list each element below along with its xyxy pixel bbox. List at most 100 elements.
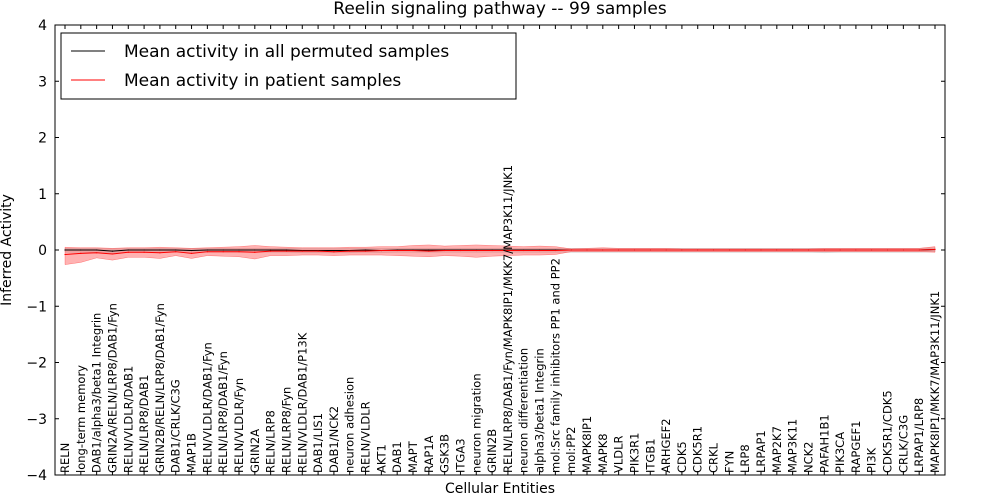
legend-box bbox=[60, 32, 517, 100]
x-axis: RELN long-term memory DAB1/alpha3/beta1 In… bbox=[58, 25, 942, 475]
x-tick-label: GSK3B bbox=[438, 434, 452, 473]
data-point bbox=[681, 249, 683, 251]
data-point bbox=[80, 249, 82, 251]
data-point bbox=[190, 249, 193, 252]
data-point bbox=[301, 250, 303, 252]
x-tick-label: MAP2K7 bbox=[770, 426, 784, 473]
x-tick-label: LRP8 bbox=[738, 444, 752, 473]
data-point bbox=[80, 252, 82, 254]
data-point bbox=[159, 252, 161, 254]
x-tick-label: PIK3CA bbox=[833, 432, 847, 473]
y-tick-label: 1 bbox=[38, 187, 47, 203]
x-tick-label: CDK5 bbox=[675, 441, 689, 473]
data-point bbox=[349, 250, 351, 252]
x-tick-label: LRPAP1 bbox=[754, 430, 768, 473]
data-point bbox=[222, 249, 224, 251]
data-point bbox=[886, 249, 889, 251]
data-point bbox=[143, 249, 145, 251]
data-point bbox=[285, 249, 288, 251]
x-tick-label: mol:PP2 bbox=[564, 427, 578, 474]
data-point bbox=[602, 249, 604, 251]
x-tick-label: MAP1B bbox=[185, 433, 199, 473]
x-tick-label: RAPGEF1 bbox=[849, 421, 863, 473]
x-tick-label: FYN bbox=[722, 451, 736, 473]
data-point bbox=[380, 249, 382, 252]
data-point bbox=[96, 252, 98, 254]
x-tick-label: alpha3/beta1 Integrin bbox=[533, 348, 547, 473]
data-point bbox=[159, 249, 161, 251]
data-point bbox=[823, 249, 825, 251]
y-axis-label: Inferred Activity bbox=[0, 194, 15, 306]
x-tick-label: neuron adhesion bbox=[343, 377, 357, 473]
data-point bbox=[507, 249, 509, 252]
data-point bbox=[697, 249, 699, 251]
x-axis-label: Cellular Entities bbox=[445, 481, 555, 497]
data-point bbox=[238, 249, 240, 251]
x-tick-label: MAPT bbox=[406, 440, 420, 473]
x-tick-label: RELN/VLDLR/DAB1/P13K bbox=[295, 332, 309, 473]
x-tick-label: long-term memory bbox=[74, 365, 88, 473]
data-point bbox=[127, 251, 129, 253]
data-point bbox=[633, 249, 636, 251]
y-axis: 4 3 2 1 0 −1 −2 −3 −4 bbox=[26, 18, 945, 484]
x-tick-label: GRIN2A bbox=[248, 429, 262, 473]
x-tick-label: RELN bbox=[58, 443, 72, 473]
y-tick-label: −3 bbox=[26, 412, 47, 428]
x-tick-label: MAP3K11 bbox=[786, 419, 800, 473]
data-point bbox=[459, 249, 462, 252]
data-point bbox=[238, 251, 240, 253]
data-point bbox=[254, 249, 256, 251]
x-tick-label: RELN/LRP8/DAB1/Fyn bbox=[216, 351, 230, 473]
x-tick-label: RELN/LRP8/DAB1/Fyn/MAPK8IP1/MKK7/MAP3K11… bbox=[501, 165, 515, 473]
x-tick-label: DAB1/alpha3/beta1 Integrin bbox=[90, 313, 104, 473]
x-tick-label: AKT1 bbox=[374, 444, 388, 473]
data-point bbox=[333, 251, 335, 253]
data-point bbox=[444, 249, 446, 252]
data-point bbox=[270, 249, 272, 251]
data-point bbox=[111, 253, 114, 255]
legend: Mean activity in all permuted samples Me… bbox=[60, 32, 517, 100]
x-tick-label: MAPK8IP1 bbox=[580, 416, 594, 473]
x-tick-label: MAPK8IP1/MKK7/MAP3K11/JNK1 bbox=[928, 291, 942, 473]
x-tick-label: CRLK/C3G bbox=[896, 415, 910, 473]
x-tick-label: DAB1/NCK2 bbox=[327, 406, 341, 473]
x-tick-label: NCK2 bbox=[801, 442, 815, 474]
x-tick-label: MAPK8 bbox=[596, 433, 610, 473]
data-point bbox=[855, 249, 857, 251]
x-tick-label: neuron differentiation bbox=[517, 348, 531, 473]
x-tick-label: VLDLR bbox=[612, 435, 626, 473]
data-point bbox=[586, 249, 588, 251]
data-point bbox=[190, 252, 193, 254]
x-tick-label: ITGA3 bbox=[453, 438, 467, 473]
data-point bbox=[317, 250, 319, 252]
y-tick-label: 4 bbox=[38, 18, 47, 34]
x-tick-label: RELN/LRP8/DAB1 bbox=[137, 375, 151, 473]
data-point bbox=[871, 249, 873, 251]
data-point bbox=[364, 249, 367, 251]
data-point bbox=[570, 249, 572, 251]
data-point bbox=[64, 249, 66, 251]
data-point bbox=[175, 249, 177, 251]
data-point bbox=[744, 249, 746, 251]
x-tick-label: PAFAH1B1 bbox=[817, 414, 831, 473]
x-tick-label: PIK3R1 bbox=[627, 433, 641, 474]
data-point bbox=[538, 249, 541, 252]
legend-label-permuted: Mean activity in all permuted samples bbox=[124, 42, 449, 62]
data-point bbox=[143, 251, 145, 253]
data-point bbox=[270, 250, 272, 252]
data-point bbox=[428, 250, 430, 252]
data-point bbox=[96, 249, 98, 251]
x-tick-label: DAB1 bbox=[390, 441, 404, 473]
x-tick-label: mol:Src family inhibitors PP1 and PP2 bbox=[548, 258, 562, 473]
data-point bbox=[475, 249, 477, 252]
x-tick-label: RELN/VLDLR/DAB1 bbox=[121, 366, 135, 473]
data-point bbox=[396, 249, 398, 252]
data-point bbox=[285, 250, 288, 252]
data-point bbox=[918, 249, 920, 251]
data-point bbox=[222, 251, 224, 253]
y-tick-label: 3 bbox=[38, 74, 47, 90]
x-tick-label: DAB1/CRLK/C3G bbox=[169, 379, 183, 473]
data-point bbox=[428, 249, 430, 251]
x-tick-label: RELN/VLDLR/Fyn bbox=[232, 378, 246, 473]
